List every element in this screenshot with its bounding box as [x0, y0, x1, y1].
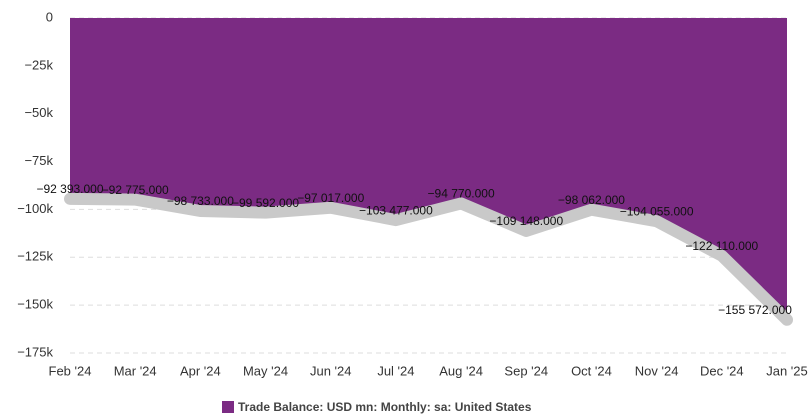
- x-tick-label: Dec '24: [700, 363, 744, 378]
- data-label: −98 733.000: [167, 194, 234, 208]
- data-label: −94 770.000: [428, 187, 495, 201]
- x-tick-label: Jan '25: [766, 363, 808, 378]
- x-tick-label: May '24: [243, 363, 288, 378]
- x-tick-label: Oct '24: [571, 363, 612, 378]
- data-label: −122 110.000: [685, 239, 758, 253]
- y-tick-label: −175k: [17, 344, 53, 359]
- y-tick-label: −75k: [24, 153, 53, 168]
- data-label: −103 477.000: [359, 203, 433, 217]
- x-tick-label: Sep '24: [504, 363, 548, 378]
- data-label: −99 592.000: [232, 196, 299, 210]
- x-tick-label: Jun '24: [310, 363, 352, 378]
- data-label: −155 572.000: [718, 303, 792, 317]
- y-tick-label: 0: [46, 9, 53, 24]
- x-tick-label: Mar '24: [114, 363, 157, 378]
- data-label: −92 393.000: [36, 182, 103, 196]
- data-label: −104 055.000: [620, 204, 694, 218]
- legend-label: Trade Balance: USD mn: Monthly: sa: Unit…: [238, 400, 532, 414]
- data-label: −92 775.000: [102, 183, 169, 197]
- y-tick-label: −100k: [17, 201, 53, 216]
- line-shadow: [64, 192, 793, 326]
- data-label: −109 148.000: [489, 214, 563, 228]
- y-tick-label: −150k: [17, 297, 53, 312]
- y-tick-label: −125k: [17, 249, 53, 264]
- x-tick-label: Nov '24: [635, 363, 679, 378]
- x-tick-label: Jul '24: [377, 363, 414, 378]
- x-tick-label: Aug '24: [439, 363, 483, 378]
- x-tick-label: Feb '24: [49, 363, 92, 378]
- y-tick-label: −50k: [24, 105, 53, 120]
- data-label: −97 017.000: [297, 191, 364, 205]
- x-tick-label: Apr '24: [180, 363, 221, 378]
- y-tick-label: −25k: [24, 57, 53, 72]
- legend-swatch: [222, 401, 234, 413]
- area: [70, 18, 787, 316]
- data-label: −98 062.000: [558, 193, 625, 207]
